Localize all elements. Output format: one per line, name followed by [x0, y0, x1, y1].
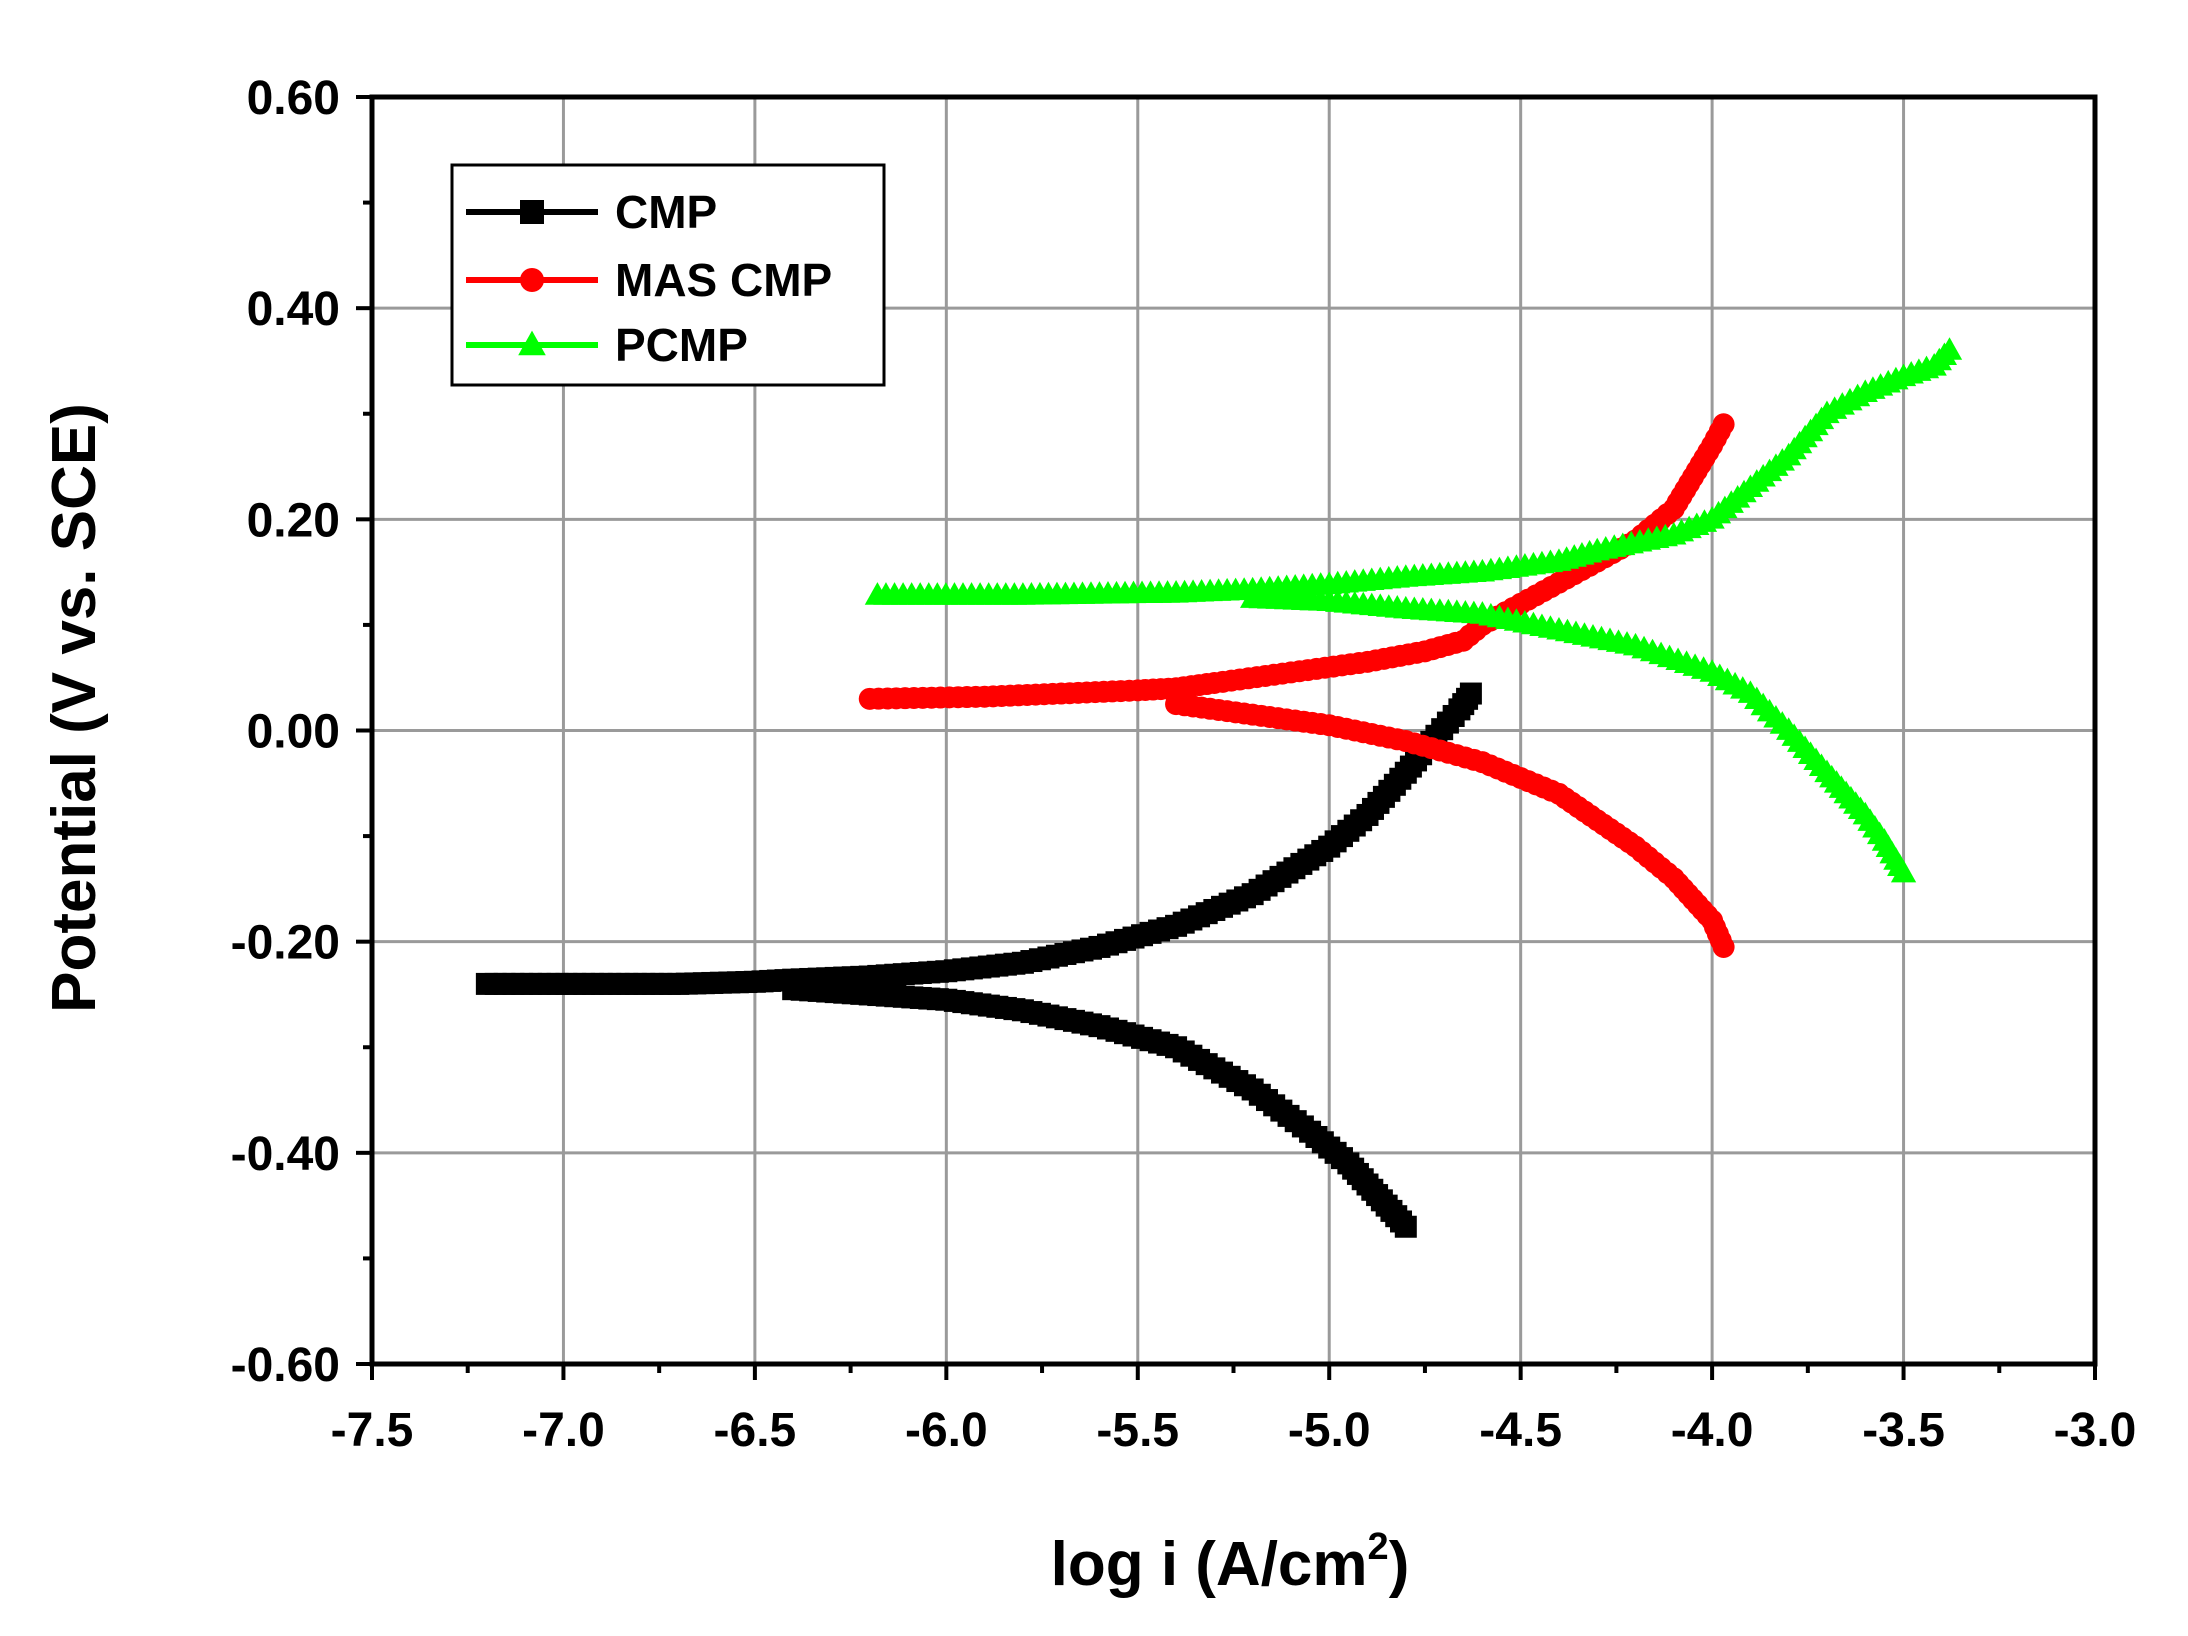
legend-marker: [520, 200, 544, 224]
x-tick-label: -6.0: [905, 1404, 988, 1457]
cathodic-branch-line: [1175, 701, 1726, 948]
series-cmp: [475, 682, 1482, 1238]
series-pcmp: [864, 337, 1963, 883]
y-tick-label: -0.60: [231, 1339, 340, 1392]
x-tick-label: -7.5: [331, 1404, 414, 1457]
plot-series: [475, 337, 1963, 1238]
data-point: [1712, 935, 1735, 958]
legend-marker: [518, 330, 546, 356]
legend-entry-pcmp: PCMP: [466, 319, 748, 371]
x-tick-label: -6.5: [714, 1404, 797, 1457]
x-tick-label: -7.0: [522, 1404, 605, 1457]
legend-entry-cmp: CMP: [466, 186, 717, 238]
x-tick-label: -4.0: [1671, 1404, 1754, 1457]
y-tick-label: -0.40: [231, 1128, 340, 1181]
x-tick-label: -4.5: [1479, 1404, 1562, 1457]
y-axis-title: Potential (V vs. SCE): [40, 403, 109, 1013]
x-tick-label: -5.0: [1288, 1404, 1371, 1457]
axis-ticks: [356, 95, 2097, 1380]
legend-marker: [520, 268, 544, 292]
y-tick-label: 0.00: [247, 706, 340, 759]
x-tick-label: -3.5: [1862, 1404, 1945, 1457]
data-point: [1890, 859, 1917, 883]
legend-label: MAS CMP: [615, 254, 832, 306]
y-tick-label: 0.20: [247, 494, 340, 547]
data-point: [1712, 413, 1735, 436]
x-tick-label: -5.5: [1096, 1404, 1179, 1457]
data-point: [1459, 682, 1482, 705]
y-tick-label: 0.60: [247, 72, 340, 125]
axis-tick-labels: -7.5 -7.0 -6.5 -6.0 -5.5 -5.0 -4.5 -4.0 -3.5 -3.0…: [231, 72, 2137, 1457]
y-tick-label: -0.20: [231, 917, 340, 970]
legend-entry-mas-cmp: MAS CMP: [466, 254, 832, 306]
x-tick-label: -3.0: [2054, 1404, 2137, 1457]
data-point: [1394, 1215, 1417, 1238]
series-mas-cmp: [858, 413, 1735, 958]
anodic-branch-line: [877, 348, 1952, 598]
legend-label: CMP: [615, 186, 717, 238]
legend-label: PCMP: [615, 319, 748, 371]
x-axis-title: log i (A/cm2): [1051, 1526, 1410, 1599]
legend: CMP MAS CMP PCMP: [450, 163, 886, 387]
data-point: [1936, 337, 1963, 360]
y-tick-label: 0.40: [247, 283, 340, 336]
